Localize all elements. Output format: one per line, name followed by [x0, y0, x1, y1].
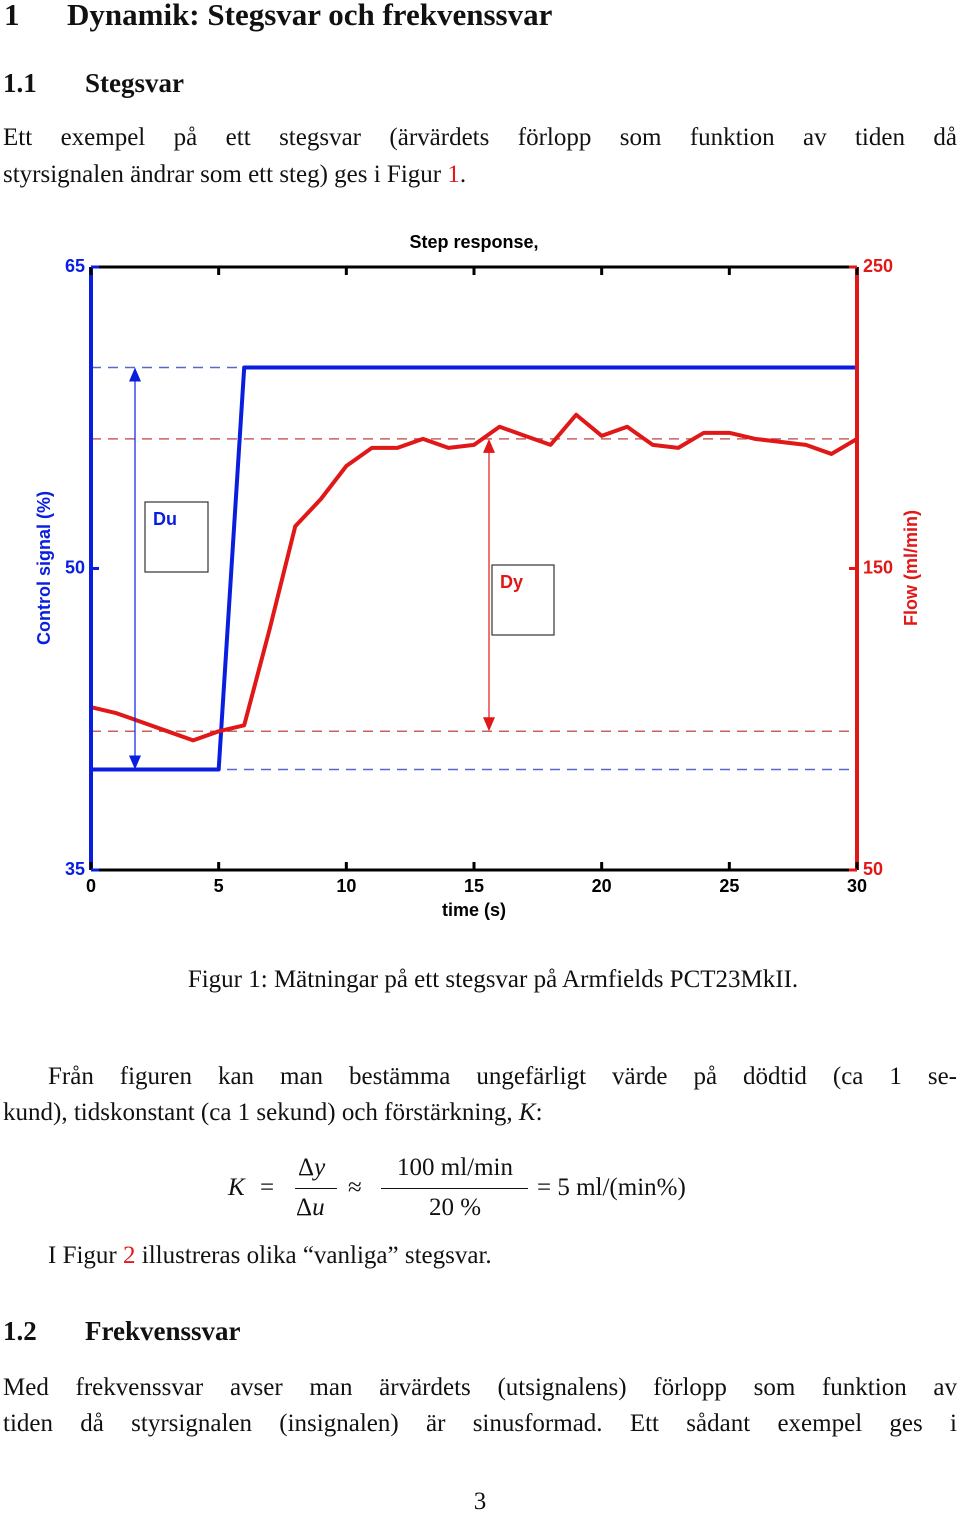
- annotation-box: [491, 564, 555, 636]
- y-tick-label: 35: [65, 859, 85, 879]
- data-line: [91, 365, 857, 772]
- eq-rhs: = 5 ml/(min%): [537, 1174, 686, 1201]
- arrow-head: [129, 755, 141, 770]
- subsection-title: Stegsvar: [85, 68, 184, 98]
- math: Δ: [298, 1154, 315, 1181]
- text: styrsignalen ändrar som ett steg) ges i …: [3, 161, 448, 188]
- x-tick-label: 5: [214, 876, 224, 896]
- y-tick-label: 65: [65, 256, 85, 276]
- x-tick-label: 20: [592, 876, 612, 896]
- annotation-label: Dy: [500, 572, 523, 592]
- x-tick-label: 30: [847, 876, 867, 896]
- text: tiden då styrsignalen (insignalen) är si…: [3, 1410, 957, 1437]
- x-tick-label: 0: [86, 876, 96, 896]
- eq-lhs: K: [228, 1174, 245, 1201]
- x-tick-label: 10: [336, 876, 356, 896]
- section-number: 1: [4, 0, 20, 32]
- arrow-head: [483, 438, 495, 453]
- math: Δ: [296, 1194, 313, 1221]
- data-line: [90, 412, 859, 743]
- eq-num: Δy: [298, 1153, 325, 1183]
- subsection-number: 1.1: [3, 68, 37, 98]
- text: Ett exempel på ett stegsvar (ärvärdets f…: [3, 124, 957, 151]
- figure-ref[interactable]: 1: [447, 161, 460, 188]
- eq-sign: =: [260, 1174, 275, 1201]
- chart: 0 5 10 15 20 25 30 35 50 65 50 150 250 Step response,…: [34, 232, 921, 920]
- figure-ref[interactable]: 2: [123, 1242, 136, 1269]
- text: Från figuren kan man bestämma ungefärlig…: [48, 1063, 957, 1090]
- text-line: I Figur 2 illustreras olika “vanliga” st…: [48, 1241, 492, 1271]
- fraction-bar: [381, 1188, 528, 1189]
- text-line: Ett exempel på ett stegsvar (ärvärdets f…: [3, 123, 957, 153]
- math: K: [518, 1099, 536, 1126]
- math: y: [314, 1154, 326, 1181]
- text: I Figur: [48, 1242, 123, 1269]
- eq-num: 100 ml/min: [397, 1154, 513, 1181]
- fraction-bar: [295, 1188, 337, 1189]
- text-line: Från figuren kan man bestämma ungefärlig…: [48, 1062, 957, 1092]
- text: illustreras olika “vanliga” stegsvar.: [135, 1242, 492, 1269]
- section-title: Dynamik: Stegsvar och frekvenssvar: [67, 0, 553, 32]
- subsection-title: Frekvenssvar: [85, 1316, 241, 1346]
- text: kund), tidskonstant (ca 1 sekund) och fö…: [3, 1099, 519, 1126]
- text: .: [459, 161, 467, 188]
- annotation-box: [144, 501, 209, 573]
- eq-approx: ≈: [348, 1174, 362, 1201]
- text-line: tiden då styrsignalen (insignalen) är si…: [3, 1409, 957, 1439]
- page-number: 3: [473, 1488, 487, 1515]
- y-tick-label: 50: [65, 557, 85, 577]
- y-axis-label: Control signal (%): [34, 491, 54, 645]
- x-tick-label: 15: [464, 876, 484, 896]
- text-line: Med frekvenssvar avser man ärvärdets (ut…: [3, 1373, 957, 1403]
- arrow-head: [483, 717, 495, 732]
- annotation-label: Du: [153, 509, 177, 529]
- figure-caption: Figur 1: Mätningar på ett stegsvar på Ar…: [187, 966, 799, 993]
- eq-den: Δu: [296, 1193, 325, 1223]
- x-axis-label: time (s): [442, 900, 506, 920]
- text: :: [535, 1099, 543, 1126]
- eq-den: 20 %: [428, 1194, 482, 1221]
- arrow-head: [129, 367, 141, 382]
- subsection-number: 1.2: [3, 1316, 37, 1346]
- y2-tick-label: 250: [863, 256, 893, 276]
- text-line: kund), tidskonstant (ca 1 sekund) och fö…: [3, 1098, 543, 1128]
- y2-tick-label: 150: [863, 557, 893, 577]
- text: Med frekvenssvar avser man ärvärdets (ut…: [3, 1374, 957, 1401]
- math: u: [312, 1194, 325, 1221]
- x-tick-label: 25: [719, 876, 739, 896]
- y2-axis-label: Flow (ml/min): [901, 510, 921, 626]
- chart-title: Step response,: [409, 232, 538, 252]
- text-line: styrsignalen ändrar som ett steg) ges i …: [3, 160, 466, 190]
- y2-tick-label: 50: [863, 859, 883, 879]
